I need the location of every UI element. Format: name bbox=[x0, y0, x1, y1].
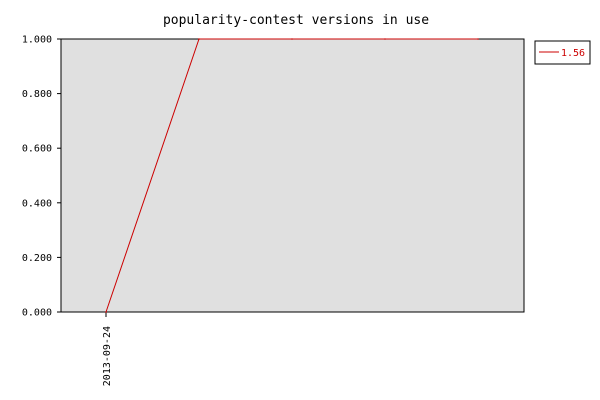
series-layer bbox=[105, 38, 479, 313]
chart-title: popularity-contest versions in use bbox=[163, 13, 429, 28]
plot-area bbox=[60, 38, 525, 313]
legend: 1.56 bbox=[534, 40, 591, 65]
data-point bbox=[105, 311, 107, 313]
y-tick-label: 0.000 bbox=[22, 308, 52, 319]
legend-label: 1.56 bbox=[561, 48, 585, 59]
x-tick-label: 2013-09-24 bbox=[102, 326, 113, 386]
x-axis-ticks: 2013-09-24 bbox=[102, 312, 113, 386]
y-axis-ticks: 0.000 0.200 0.400 0.600 0.800 1.000 bbox=[22, 35, 61, 319]
data-point bbox=[198, 38, 200, 40]
y-tick-label: 0.800 bbox=[22, 89, 52, 100]
legend-box bbox=[534, 40, 591, 65]
y-tick-label: 1.000 bbox=[22, 35, 52, 46]
y-tick-label: 0.400 bbox=[22, 198, 52, 209]
data-point bbox=[291, 38, 293, 40]
y-tick-label: 0.200 bbox=[22, 253, 52, 264]
y-tick-label: 0.600 bbox=[22, 144, 52, 155]
data-point bbox=[384, 38, 386, 40]
data-point bbox=[477, 38, 479, 40]
